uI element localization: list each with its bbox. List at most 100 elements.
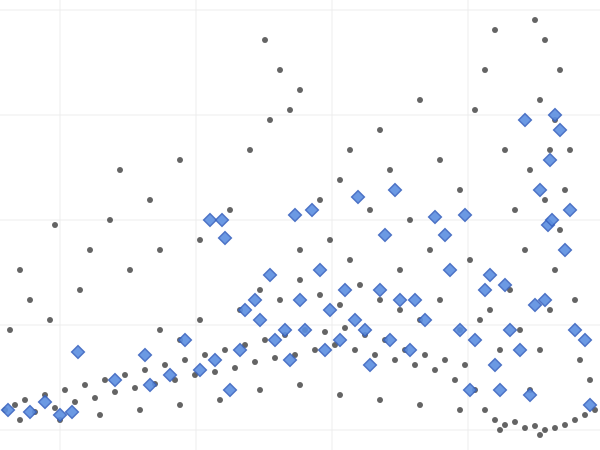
point <box>542 427 548 433</box>
point <box>117 167 123 173</box>
point <box>347 257 353 263</box>
point <box>287 107 293 113</box>
point <box>537 292 553 308</box>
point <box>312 347 318 353</box>
point <box>62 387 68 393</box>
point <box>132 385 138 391</box>
point <box>497 427 503 433</box>
point <box>182 357 188 363</box>
point <box>372 352 378 358</box>
point <box>197 317 203 323</box>
point <box>277 297 283 303</box>
point <box>547 307 553 313</box>
point <box>252 359 258 365</box>
point <box>197 237 203 243</box>
point <box>457 187 463 193</box>
point <box>537 432 543 438</box>
point <box>47 317 53 323</box>
point <box>427 209 443 225</box>
point <box>442 262 458 278</box>
point <box>387 167 393 173</box>
point <box>557 67 563 73</box>
point <box>112 389 118 395</box>
point <box>412 362 418 368</box>
point <box>70 344 86 360</box>
point <box>397 307 403 313</box>
point <box>377 127 383 133</box>
point <box>567 322 583 338</box>
point <box>572 417 578 423</box>
point <box>417 97 423 103</box>
point <box>312 262 328 278</box>
point <box>497 347 503 353</box>
point <box>202 352 208 358</box>
point <box>577 357 583 363</box>
point <box>457 207 473 223</box>
point <box>557 242 573 258</box>
point <box>472 107 478 113</box>
point <box>547 147 553 153</box>
point <box>577 332 593 348</box>
point <box>322 302 338 318</box>
point <box>297 277 303 283</box>
point <box>177 332 193 348</box>
point <box>52 222 58 228</box>
point <box>532 182 548 198</box>
point <box>552 267 558 273</box>
point <box>457 407 463 413</box>
point <box>437 297 443 303</box>
point <box>537 347 543 353</box>
point <box>247 292 263 308</box>
point <box>367 207 373 213</box>
point <box>407 292 423 308</box>
point <box>582 397 598 413</box>
point <box>137 407 143 413</box>
point <box>552 122 568 138</box>
point <box>292 292 308 308</box>
point <box>337 282 353 298</box>
point <box>477 317 483 323</box>
point <box>337 392 343 398</box>
point <box>562 202 578 218</box>
point <box>127 267 133 273</box>
point <box>542 152 558 168</box>
point <box>522 387 538 403</box>
point <box>532 17 538 23</box>
point <box>347 147 353 153</box>
point <box>387 182 403 198</box>
point <box>267 332 283 348</box>
point <box>162 362 168 368</box>
point <box>492 417 498 423</box>
point <box>0 402 16 418</box>
point <box>502 147 508 153</box>
point <box>337 302 343 308</box>
point <box>422 352 428 358</box>
point <box>542 197 548 203</box>
point <box>377 297 383 303</box>
point <box>562 187 568 193</box>
point <box>157 247 163 253</box>
point <box>552 425 558 431</box>
point <box>512 419 518 425</box>
point <box>487 307 493 313</box>
point <box>427 247 433 253</box>
point <box>22 404 38 420</box>
point <box>37 394 53 410</box>
point <box>202 212 218 228</box>
point <box>544 212 560 228</box>
point <box>362 357 378 373</box>
point <box>522 425 528 431</box>
point <box>402 342 418 358</box>
point <box>147 197 153 203</box>
point <box>377 227 393 243</box>
point <box>277 322 293 338</box>
point <box>177 157 183 163</box>
point <box>92 395 98 401</box>
point <box>467 332 483 348</box>
point <box>297 382 303 388</box>
point <box>262 337 268 343</box>
point <box>64 404 80 420</box>
point <box>77 287 83 293</box>
point <box>252 312 268 328</box>
point <box>517 112 533 128</box>
